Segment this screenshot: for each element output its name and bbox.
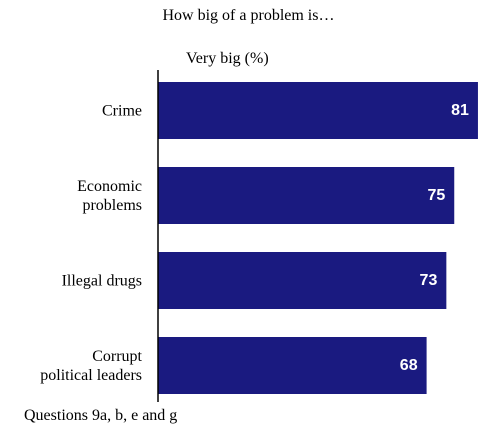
bar	[158, 337, 427, 394]
chart-title: How big of a problem is…	[162, 7, 335, 24]
footnote: Questions 9a, b, e and g	[24, 407, 178, 424]
category-label: problems	[82, 197, 142, 214]
data-label: 73	[420, 272, 438, 289]
category-label: Corrupt	[92, 348, 142, 365]
bar	[158, 82, 478, 139]
data-label: 75	[427, 187, 445, 204]
data-label: 68	[400, 357, 418, 374]
category-label: Illegal drugs	[62, 273, 142, 290]
value-axis-caption: Very big (%)	[186, 50, 269, 67]
bar	[158, 167, 455, 224]
bar	[158, 252, 447, 309]
category-label: political leaders	[40, 367, 142, 384]
category-label: Economic	[77, 178, 142, 195]
data-label: 81	[451, 102, 469, 119]
category-label: Crime	[102, 103, 142, 120]
